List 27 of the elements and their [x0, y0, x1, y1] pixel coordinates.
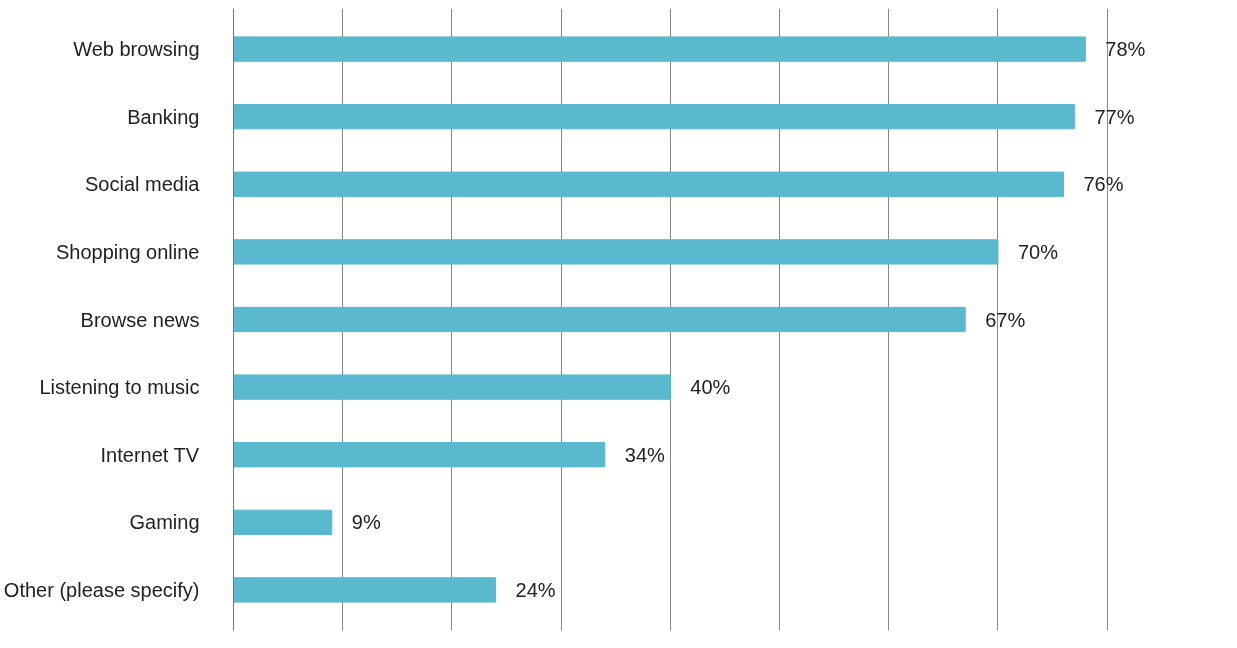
y-tick-label: Listening to music: [39, 376, 200, 399]
data-label: 77%: [1094, 105, 1135, 128]
bar: [233, 509, 333, 535]
bar: [233, 577, 497, 603]
y-tick-label: Web browsing: [73, 38, 200, 61]
bar: [233, 239, 999, 265]
bar: [233, 442, 606, 468]
data-label: 40%: [690, 376, 731, 399]
data-label: 24%: [515, 578, 556, 601]
y-tick-label: Internet TV: [100, 443, 200, 466]
y-tick-label: Other (please specify): [3, 578, 200, 601]
data-label: 9%: [351, 511, 381, 534]
data-label: 34%: [624, 443, 666, 466]
bar: [233, 36, 1086, 62]
bar: [233, 104, 1075, 130]
y-tick-label: Banking: [127, 105, 200, 128]
y-tick-label: Gaming: [129, 511, 200, 534]
data-label: 67%: [985, 308, 1026, 331]
y-tick-label: Browse news: [80, 308, 200, 331]
bar: [233, 374, 671, 400]
y-tick-label: Social media: [85, 173, 201, 196]
bar: [233, 306, 966, 333]
data-label: 76%: [1083, 173, 1124, 196]
data-label: 70%: [1017, 240, 1059, 263]
data-label: 78%: [1105, 38, 1146, 61]
y-tick-label: Shopping online: [56, 240, 200, 263]
bar: [233, 171, 1064, 197]
